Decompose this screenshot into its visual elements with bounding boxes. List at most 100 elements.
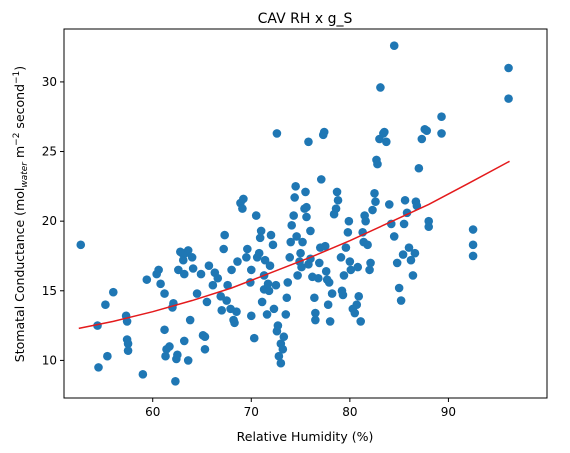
data-point bbox=[339, 271, 349, 280]
data-point bbox=[185, 315, 195, 325]
data-point bbox=[354, 292, 364, 301]
data-point bbox=[290, 193, 299, 202]
data-point bbox=[504, 94, 513, 103]
data-point bbox=[304, 137, 313, 147]
data-point bbox=[123, 346, 133, 355]
data-point bbox=[363, 240, 372, 250]
data-point bbox=[200, 344, 210, 354]
data-point bbox=[468, 225, 478, 234]
data-point bbox=[287, 221, 297, 230]
data-point bbox=[398, 250, 408, 259]
data-point bbox=[179, 336, 189, 346]
data-point bbox=[289, 211, 298, 220]
data-point bbox=[192, 289, 202, 298]
data-point bbox=[316, 175, 326, 184]
data-point bbox=[410, 248, 420, 258]
data-point bbox=[173, 350, 182, 360]
data-point bbox=[404, 243, 414, 252]
data-point bbox=[263, 279, 273, 289]
data-point bbox=[202, 297, 212, 307]
data-point bbox=[417, 134, 427, 144]
data-point bbox=[246, 311, 256, 321]
data-point bbox=[324, 278, 334, 287]
y-tick-label: 25 bbox=[42, 145, 57, 159]
y-tick-label: 30 bbox=[42, 75, 57, 89]
data-point bbox=[271, 280, 281, 290]
data-point bbox=[238, 204, 247, 213]
data-point bbox=[94, 363, 103, 372]
data-point bbox=[352, 300, 362, 310]
plot-area-frame bbox=[63, 28, 548, 399]
data-point bbox=[213, 273, 223, 283]
y-label-sub: water bbox=[20, 161, 30, 188]
data-point bbox=[389, 41, 399, 51]
data-point bbox=[301, 187, 310, 197]
data-point bbox=[279, 332, 289, 342]
data-point bbox=[336, 253, 346, 262]
data-point bbox=[414, 163, 424, 173]
data-point bbox=[350, 308, 360, 318]
data-point bbox=[296, 248, 305, 258]
data-point bbox=[156, 279, 165, 289]
data-point bbox=[293, 271, 302, 280]
data-point bbox=[370, 189, 379, 198]
data-point bbox=[282, 293, 292, 303]
data-point bbox=[220, 230, 229, 240]
data-point bbox=[320, 241, 330, 251]
data-point bbox=[325, 317, 335, 326]
data-point bbox=[142, 275, 152, 284]
data-point bbox=[223, 280, 232, 290]
data-point bbox=[204, 261, 214, 271]
data-point bbox=[345, 257, 355, 266]
y-tick-label: 10 bbox=[42, 353, 57, 367]
y-tick-label: 20 bbox=[42, 214, 57, 228]
data-point bbox=[160, 289, 169, 298]
data-point bbox=[332, 187, 342, 197]
y-label-m: m bbox=[12, 146, 27, 162]
data-point bbox=[346, 265, 356, 275]
data-point bbox=[188, 264, 198, 273]
data-point bbox=[468, 251, 478, 261]
y-label-close: ) bbox=[12, 66, 27, 71]
data-point bbox=[310, 293, 319, 303]
data-point bbox=[406, 255, 416, 265]
data-point bbox=[101, 300, 110, 310]
data-point bbox=[268, 240, 278, 250]
data-point bbox=[422, 126, 432, 135]
data-point bbox=[468, 240, 478, 250]
data-point bbox=[260, 255, 270, 265]
data-point bbox=[371, 197, 380, 206]
data-point bbox=[161, 351, 170, 361]
data-point bbox=[306, 226, 315, 236]
data-point bbox=[285, 253, 295, 262]
data-point bbox=[243, 244, 252, 254]
data-point bbox=[291, 182, 300, 191]
data-point bbox=[266, 230, 276, 240]
data-point bbox=[297, 262, 306, 272]
data-point bbox=[262, 310, 272, 319]
data-point bbox=[424, 222, 434, 232]
data-point bbox=[412, 201, 422, 211]
data-point bbox=[256, 226, 266, 236]
data-point bbox=[242, 253, 251, 262]
data-point bbox=[323, 300, 333, 310]
x-tick-label: 90 bbox=[441, 405, 456, 419]
data-point bbox=[276, 358, 286, 368]
data-point bbox=[281, 310, 291, 319]
data-point bbox=[392, 258, 402, 268]
data-point bbox=[233, 257, 242, 266]
data-point bbox=[254, 248, 264, 258]
data-point bbox=[227, 265, 236, 275]
x-axis-label: Relative Humidity (%) bbox=[237, 429, 374, 444]
chart-title: CAV RH x g_S bbox=[258, 11, 353, 27]
data-point bbox=[76, 240, 86, 250]
data-point bbox=[396, 296, 406, 305]
y-label-sup1: −2 bbox=[12, 133, 22, 146]
data-point bbox=[196, 269, 206, 279]
data-point bbox=[239, 194, 248, 204]
data-point bbox=[302, 212, 311, 222]
data-point bbox=[331, 204, 341, 213]
data-point bbox=[154, 265, 163, 275]
data-point bbox=[384, 200, 394, 209]
data-point bbox=[327, 289, 337, 298]
